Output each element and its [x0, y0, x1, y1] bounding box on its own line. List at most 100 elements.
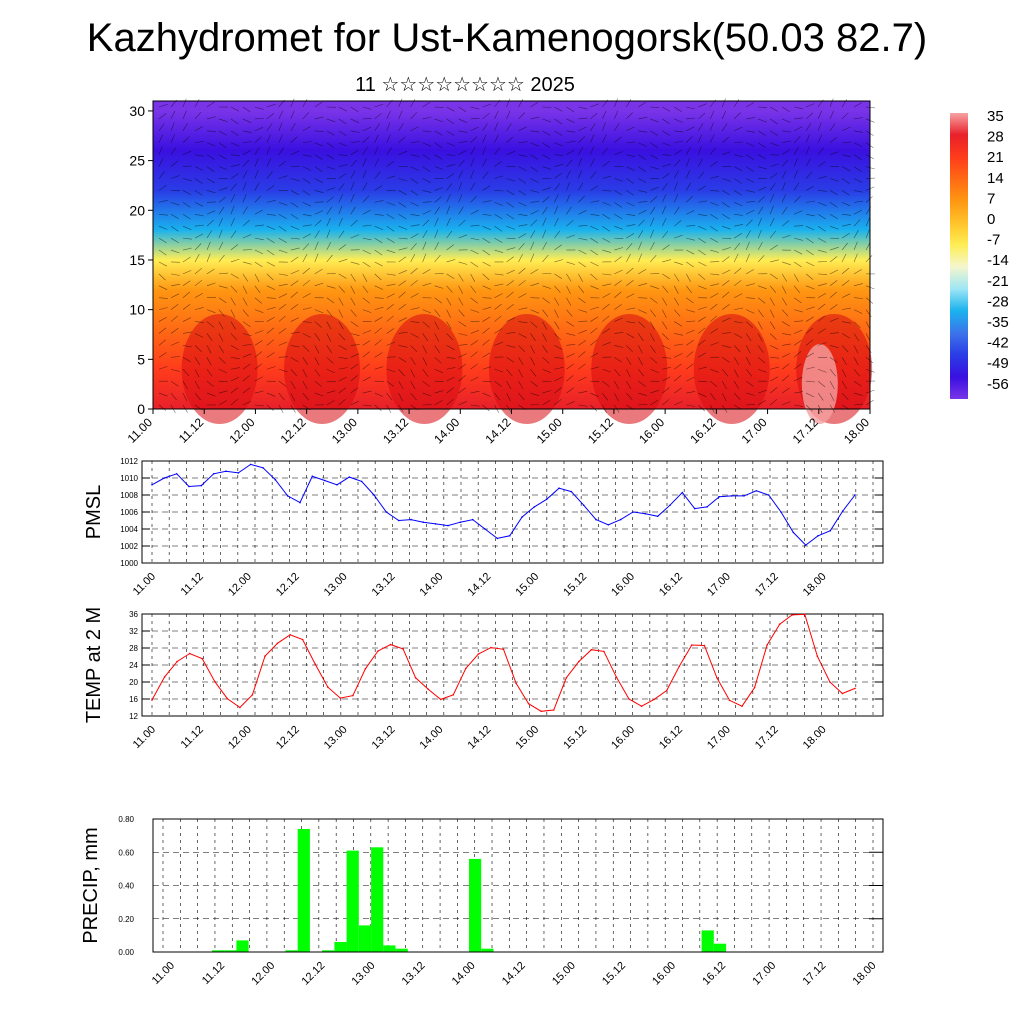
- wind-barb: [733, 369, 739, 378]
- wind-barb: [458, 333, 468, 336]
- wind-barb: [853, 309, 863, 314]
- wind-barb: [482, 249, 491, 256]
- wind-barb: [362, 249, 371, 255]
- wind-barb: [674, 130, 684, 133]
- wind-barb: [674, 234, 683, 239]
- wind-barb: [446, 321, 452, 330]
- wind-barb: [158, 392, 168, 397]
- wind-barb: [494, 368, 504, 373]
- wind-barb: [434, 285, 444, 289]
- wind-barb: [805, 392, 815, 398]
- wind-barb: [266, 213, 276, 216]
- wind-barb: [674, 106, 682, 113]
- wind-barb: [254, 127, 264, 132]
- wind-barb: [242, 261, 252, 265]
- wind-barb: [710, 175, 719, 179]
- wind-barb: [182, 303, 191, 310]
- precip-x-tick-label: 18.00: [851, 960, 879, 988]
- wind-barb: [254, 195, 262, 203]
- wind-barb: [350, 106, 359, 113]
- wind-barb: [278, 202, 288, 206]
- wind-barb: [638, 380, 646, 387]
- wind-barb: [242, 193, 247, 203]
- colorbar-label: -49: [987, 355, 1009, 372]
- wind-barb: [554, 130, 563, 136]
- x-tick-label: 13.12: [380, 415, 411, 446]
- wind-barb: [374, 327, 382, 334]
- wind-barb: [422, 253, 427, 263]
- wind-barb: [626, 243, 633, 251]
- wind-barb: [350, 297, 356, 306]
- wind-barb: [254, 158, 259, 167]
- temp-point: [377, 650, 379, 652]
- wind-barb: [374, 146, 379, 155]
- wind-barb: [698, 237, 706, 244]
- wind-barb: [518, 141, 528, 144]
- wind-barb: [650, 130, 659, 136]
- wind-barb: [446, 183, 453, 191]
- wind-barb: [805, 327, 814, 334]
- wind-barb: [793, 363, 802, 370]
- wind-barb: [685, 273, 691, 282]
- wind-barb: [338, 118, 347, 125]
- wind-barb: [362, 182, 368, 191]
- wind-barb: [230, 398, 238, 406]
- pmsl-x-tick-label: 14.00: [418, 571, 446, 599]
- pmsl-point: [225, 470, 227, 473]
- wind-barb: [302, 267, 310, 275]
- wind-barb: [470, 117, 480, 120]
- wind-barb: [374, 113, 382, 120]
- wind-barb: [757, 255, 765, 263]
- wind-barb: [590, 200, 600, 203]
- wind-barb: [530, 321, 538, 328]
- wind-barb: [698, 352, 707, 358]
- wind-barb: [194, 321, 204, 323]
- wind-barb: [302, 166, 312, 171]
- wind-barb: [314, 357, 320, 366]
- wind-barb: [769, 376, 779, 382]
- wind-barb: [290, 304, 299, 310]
- pmsl-point: [706, 506, 708, 508]
- wind-barb: [817, 225, 826, 232]
- wind-barb: [769, 217, 775, 227]
- wind-barb: [170, 122, 175, 131]
- wind-barb: [757, 130, 766, 136]
- wind-barb: [194, 392, 201, 401]
- wind-barb: [194, 154, 204, 157]
- wind-barb: [158, 185, 167, 191]
- wind-barb: [446, 164, 456, 167]
- wind-barb: [182, 122, 188, 131]
- wind-barb: [817, 214, 826, 220]
- wind-barb: [578, 182, 584, 191]
- wind-barb: [734, 154, 743, 158]
- wind-barb: [194, 141, 204, 144]
- wind-barb: [542, 130, 551, 136]
- wind-barb: [290, 136, 298, 143]
- wind-barb: [638, 102, 647, 108]
- wind-barb: [698, 200, 708, 203]
- wind-barb: [194, 279, 203, 287]
- precip-bar: [212, 950, 225, 952]
- wind-barb: [566, 343, 576, 346]
- wind-barb: [398, 98, 403, 108]
- pmsl-x-tick-label: 16.12: [657, 571, 685, 599]
- wind-barb: [422, 116, 432, 120]
- wind-barb: [338, 357, 348, 359]
- wind-barb: [326, 154, 335, 160]
- wind-barb: [590, 171, 597, 179]
- wind-barb: [470, 224, 480, 227]
- wind-barb: [290, 369, 298, 377]
- wind-barb: [638, 253, 643, 263]
- wind-barb: [206, 333, 213, 341]
- temp-x-tick-label: 14.00: [418, 724, 446, 752]
- wind-barb: [722, 304, 730, 310]
- wind-barb: [230, 376, 240, 382]
- wind-barb: [230, 285, 238, 293]
- wind-barb: [266, 113, 275, 120]
- wind-barb: [386, 175, 396, 179]
- wind-barb: [530, 357, 536, 366]
- wind-barb: [470, 340, 479, 346]
- wind-barb: [674, 220, 682, 227]
- wind-barb: [242, 309, 249, 317]
- wind-barb: [769, 194, 775, 203]
